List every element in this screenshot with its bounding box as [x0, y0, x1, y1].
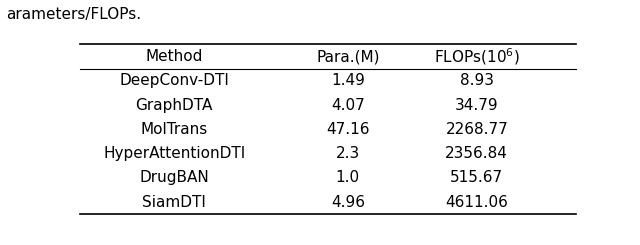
Text: 2268.77: 2268.77: [445, 122, 508, 137]
Text: 4.07: 4.07: [331, 98, 365, 113]
Text: FLOPs(10$^6$): FLOPs(10$^6$): [434, 46, 520, 67]
Text: 47.16: 47.16: [326, 122, 369, 137]
Text: Para.(M): Para.(M): [316, 49, 380, 64]
Text: 34.79: 34.79: [455, 98, 499, 113]
Text: 1.49: 1.49: [331, 73, 365, 88]
Text: SiamDTI: SiamDTI: [142, 195, 206, 210]
Text: DeepConv-DTI: DeepConv-DTI: [119, 73, 229, 88]
Text: 4611.06: 4611.06: [445, 195, 508, 210]
Text: Method: Method: [145, 49, 203, 64]
Text: 515.67: 515.67: [450, 170, 504, 185]
Text: arameters/FLOPs.: arameters/FLOPs.: [6, 7, 141, 22]
Text: MolTrans: MolTrans: [141, 122, 208, 137]
Text: 1.0: 1.0: [336, 170, 360, 185]
Text: DrugBAN: DrugBAN: [140, 170, 209, 185]
Text: GraphDTA: GraphDTA: [136, 98, 213, 113]
Text: 2.3: 2.3: [336, 146, 360, 161]
Text: HyperAttentionDTI: HyperAttentionDTI: [103, 146, 245, 161]
Text: 2356.84: 2356.84: [445, 146, 508, 161]
Text: 4.96: 4.96: [331, 195, 365, 210]
Text: 8.93: 8.93: [460, 73, 494, 88]
